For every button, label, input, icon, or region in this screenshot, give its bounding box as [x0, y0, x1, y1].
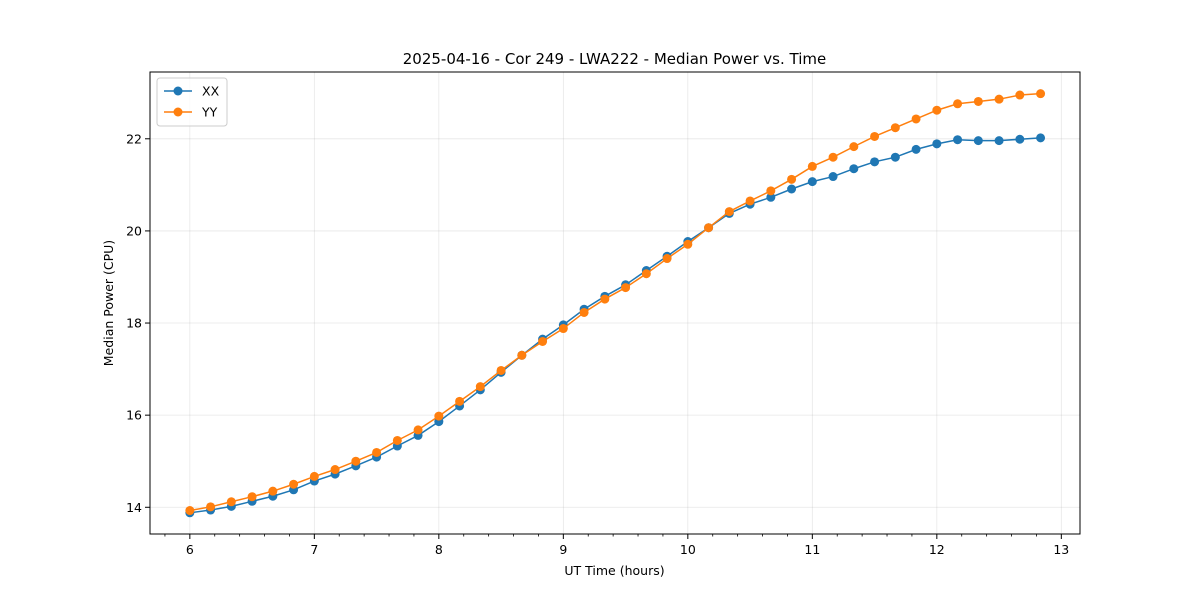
data-point-yy [309, 471, 319, 481]
data-point-xx [849, 164, 859, 174]
data-point-yy [600, 294, 610, 304]
data-point-yy [745, 196, 755, 206]
y-tick-label: 22 [126, 131, 142, 146]
data-point-yy [372, 447, 382, 457]
data-point-yy [973, 96, 983, 106]
legend-label-xx: XX [202, 84, 220, 99]
y-tick-label: 20 [126, 223, 142, 238]
data-point-yy [870, 131, 880, 141]
data-point-yy [911, 114, 921, 124]
data-point-yy [994, 94, 1004, 104]
data-point-yy [517, 350, 527, 360]
data-point-xx [932, 139, 942, 149]
data-point-xx [828, 172, 838, 182]
data-point-xx [766, 192, 776, 202]
x-tick-label: 8 [435, 542, 443, 557]
data-point-yy [704, 223, 714, 233]
legend-marker-xx [173, 86, 183, 96]
data-point-yy [1015, 90, 1025, 100]
plot-frame [149, 71, 1081, 535]
data-point-yy [538, 336, 548, 346]
data-point-yy [641, 269, 651, 279]
x-tick-label: 10 [680, 542, 696, 557]
x-tick-label: 12 [929, 542, 945, 557]
data-point-yy [351, 456, 361, 466]
data-point-yy [1036, 89, 1046, 99]
x-tick-label: 6 [186, 542, 194, 557]
legend-marker-yy [173, 107, 183, 117]
x-tick-label: 7 [310, 542, 318, 557]
data-point-yy [683, 239, 693, 249]
data-point-xx [911, 144, 921, 154]
x-tick-label: 9 [559, 542, 567, 557]
series-line-xx [189, 137, 1041, 514]
y-tick-label: 14 [126, 500, 142, 515]
data-point-xx [953, 135, 963, 145]
data-point-yy [766, 186, 776, 196]
data-point-yy [953, 99, 963, 109]
data-point-yy [579, 307, 589, 317]
data-point-yy [413, 425, 423, 435]
data-point-yy [807, 161, 817, 171]
data-point-yy [787, 174, 797, 184]
data-point-xx [807, 177, 817, 187]
data-point-yy [434, 411, 444, 421]
ticks: 6 7 8 9 10 11 12 13 14 16 18 20 22 [126, 131, 1069, 557]
data-point-yy [392, 435, 402, 445]
data-point-xx [890, 152, 900, 162]
data-point-yy [185, 506, 195, 516]
series-line-yy [189, 92, 1041, 512]
data-point-yy [621, 283, 631, 293]
data-point-yy [496, 365, 506, 375]
data-point-yy [268, 486, 278, 496]
data-point-yy [330, 465, 340, 475]
x-axis-label: UT Time (hours) [564, 563, 664, 578]
data-point-xx [1036, 133, 1046, 143]
data-point-yy [247, 492, 257, 502]
grid [150, 72, 1080, 534]
x-tick-label: 13 [1053, 542, 1069, 557]
legend: XX YY [156, 77, 228, 127]
legend-label-yy: YY [201, 105, 218, 120]
chart-title: 2025-04-16 - Cor 249 - LWA222 - Median P… [403, 50, 827, 68]
data-point-yy [662, 254, 672, 264]
data-point-yy [558, 324, 568, 334]
y-axis-label: Median Power (CPU) [101, 240, 116, 366]
x-tick-label: 11 [804, 542, 820, 557]
data-point-xx [787, 184, 797, 194]
data-point-yy [932, 105, 942, 115]
data-point-xx [973, 136, 983, 146]
data-point-yy [849, 142, 859, 152]
y-tick-label: 18 [126, 316, 142, 331]
data-point-yy [475, 382, 485, 392]
data-point-xx [1015, 134, 1025, 144]
y-tick-label: 16 [126, 408, 142, 423]
data-point-yy [226, 497, 236, 507]
data-point-yy [890, 123, 900, 133]
data-point-yy [724, 207, 734, 217]
data-point-yy [289, 479, 299, 489]
data-point-yy [828, 152, 838, 162]
data-point-yy [455, 396, 465, 406]
data-point-yy [206, 502, 216, 512]
data-point-xx [994, 136, 1004, 146]
data-point-xx [870, 157, 880, 167]
series-layer [185, 89, 1046, 518]
